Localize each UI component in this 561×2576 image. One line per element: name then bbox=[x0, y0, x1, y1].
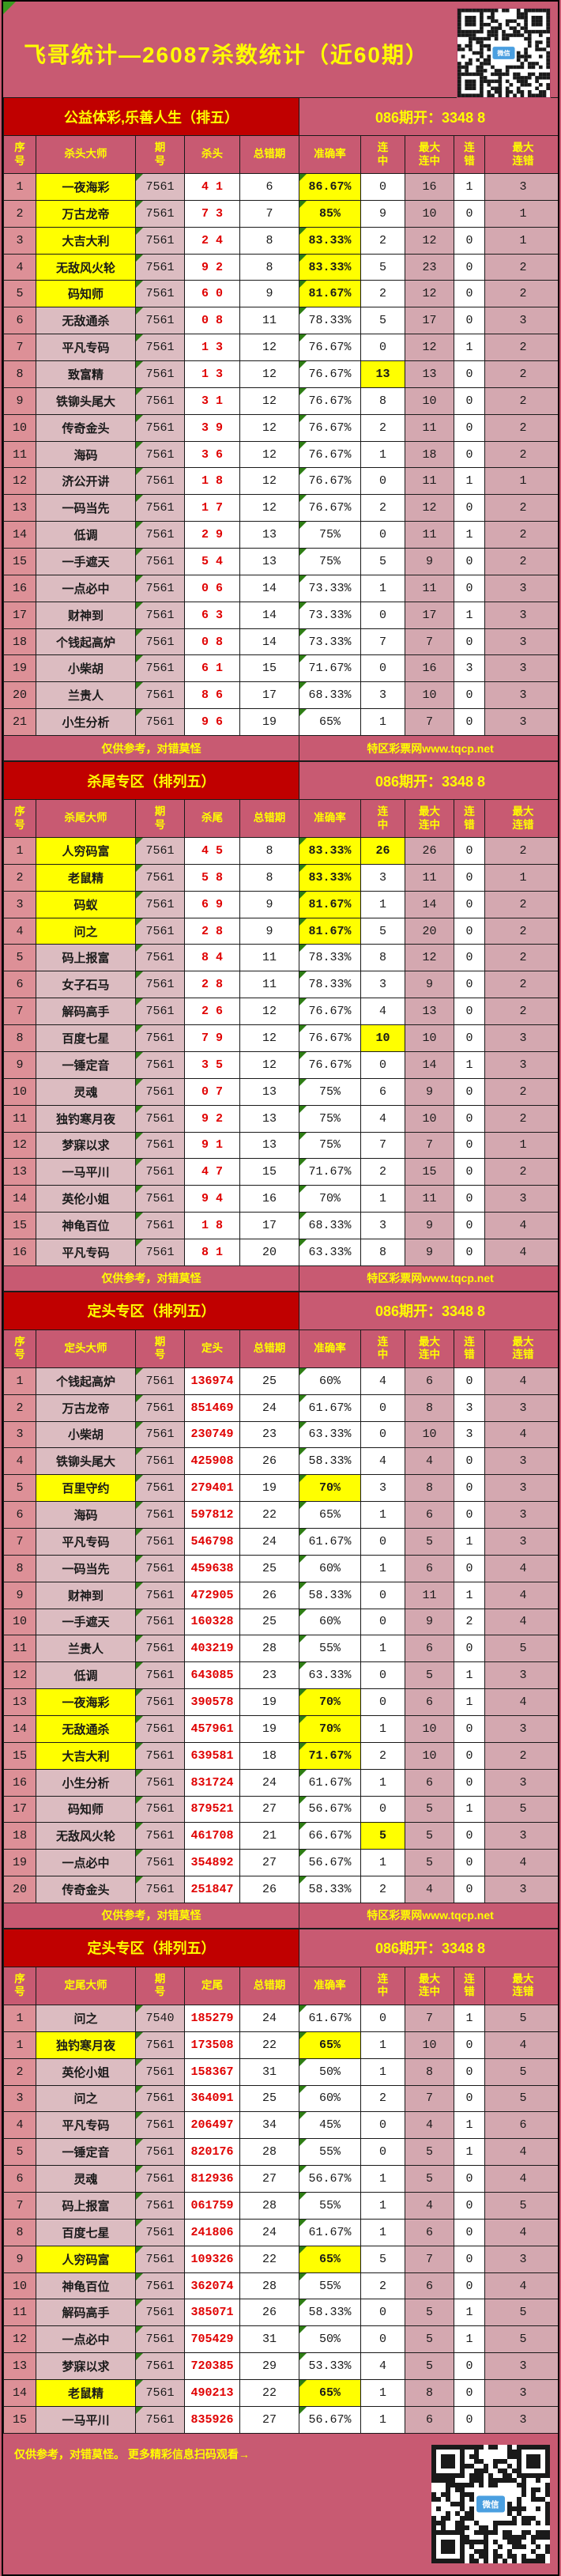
svg-text:微信: 微信 bbox=[482, 2499, 499, 2509]
svg-text:微信: 微信 bbox=[496, 49, 510, 57]
